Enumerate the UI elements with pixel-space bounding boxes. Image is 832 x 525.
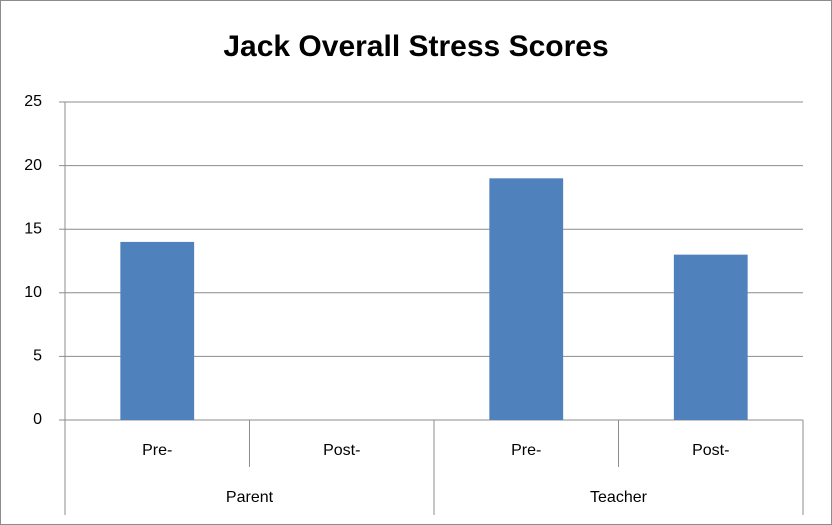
group-label: Teacher xyxy=(590,489,648,506)
y-tick-label: 10 xyxy=(24,284,42,301)
bar xyxy=(673,254,748,420)
group-label: Parent xyxy=(226,489,274,506)
chart-title: Jack Overall Stress Scores xyxy=(223,30,608,63)
bar xyxy=(489,178,564,420)
bar xyxy=(120,241,195,420)
y-tick-label: 5 xyxy=(33,348,42,365)
y-tick-label: 20 xyxy=(24,157,42,174)
y-tick-label: 25 xyxy=(24,93,42,110)
y-tick-label: 0 xyxy=(33,411,42,428)
x-tick-label: Post- xyxy=(323,442,360,459)
y-tick-label: 15 xyxy=(24,220,42,237)
x-tick-label: Pre- xyxy=(511,442,541,459)
x-tick-label: Pre- xyxy=(142,442,172,459)
x-tick-label: Post- xyxy=(692,442,729,459)
